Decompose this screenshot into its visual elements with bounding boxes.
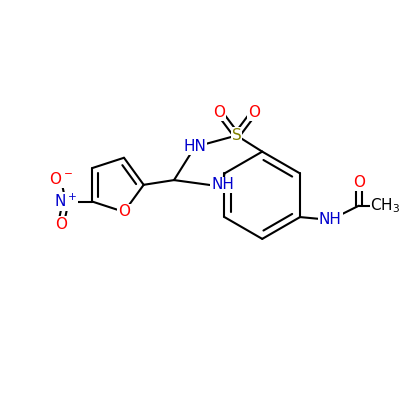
Text: O: O <box>214 105 226 120</box>
Text: N$^+$: N$^+$ <box>54 193 77 210</box>
Text: O: O <box>55 217 67 232</box>
Text: CH$_3$: CH$_3$ <box>370 196 400 215</box>
Text: S: S <box>232 128 242 143</box>
Text: NH: NH <box>211 177 234 192</box>
Text: O$^-$: O$^-$ <box>49 171 73 187</box>
Text: O: O <box>118 204 130 219</box>
Text: HN: HN <box>184 139 206 154</box>
Text: O: O <box>353 176 365 190</box>
Text: O: O <box>248 105 260 120</box>
Text: NH: NH <box>319 212 342 228</box>
